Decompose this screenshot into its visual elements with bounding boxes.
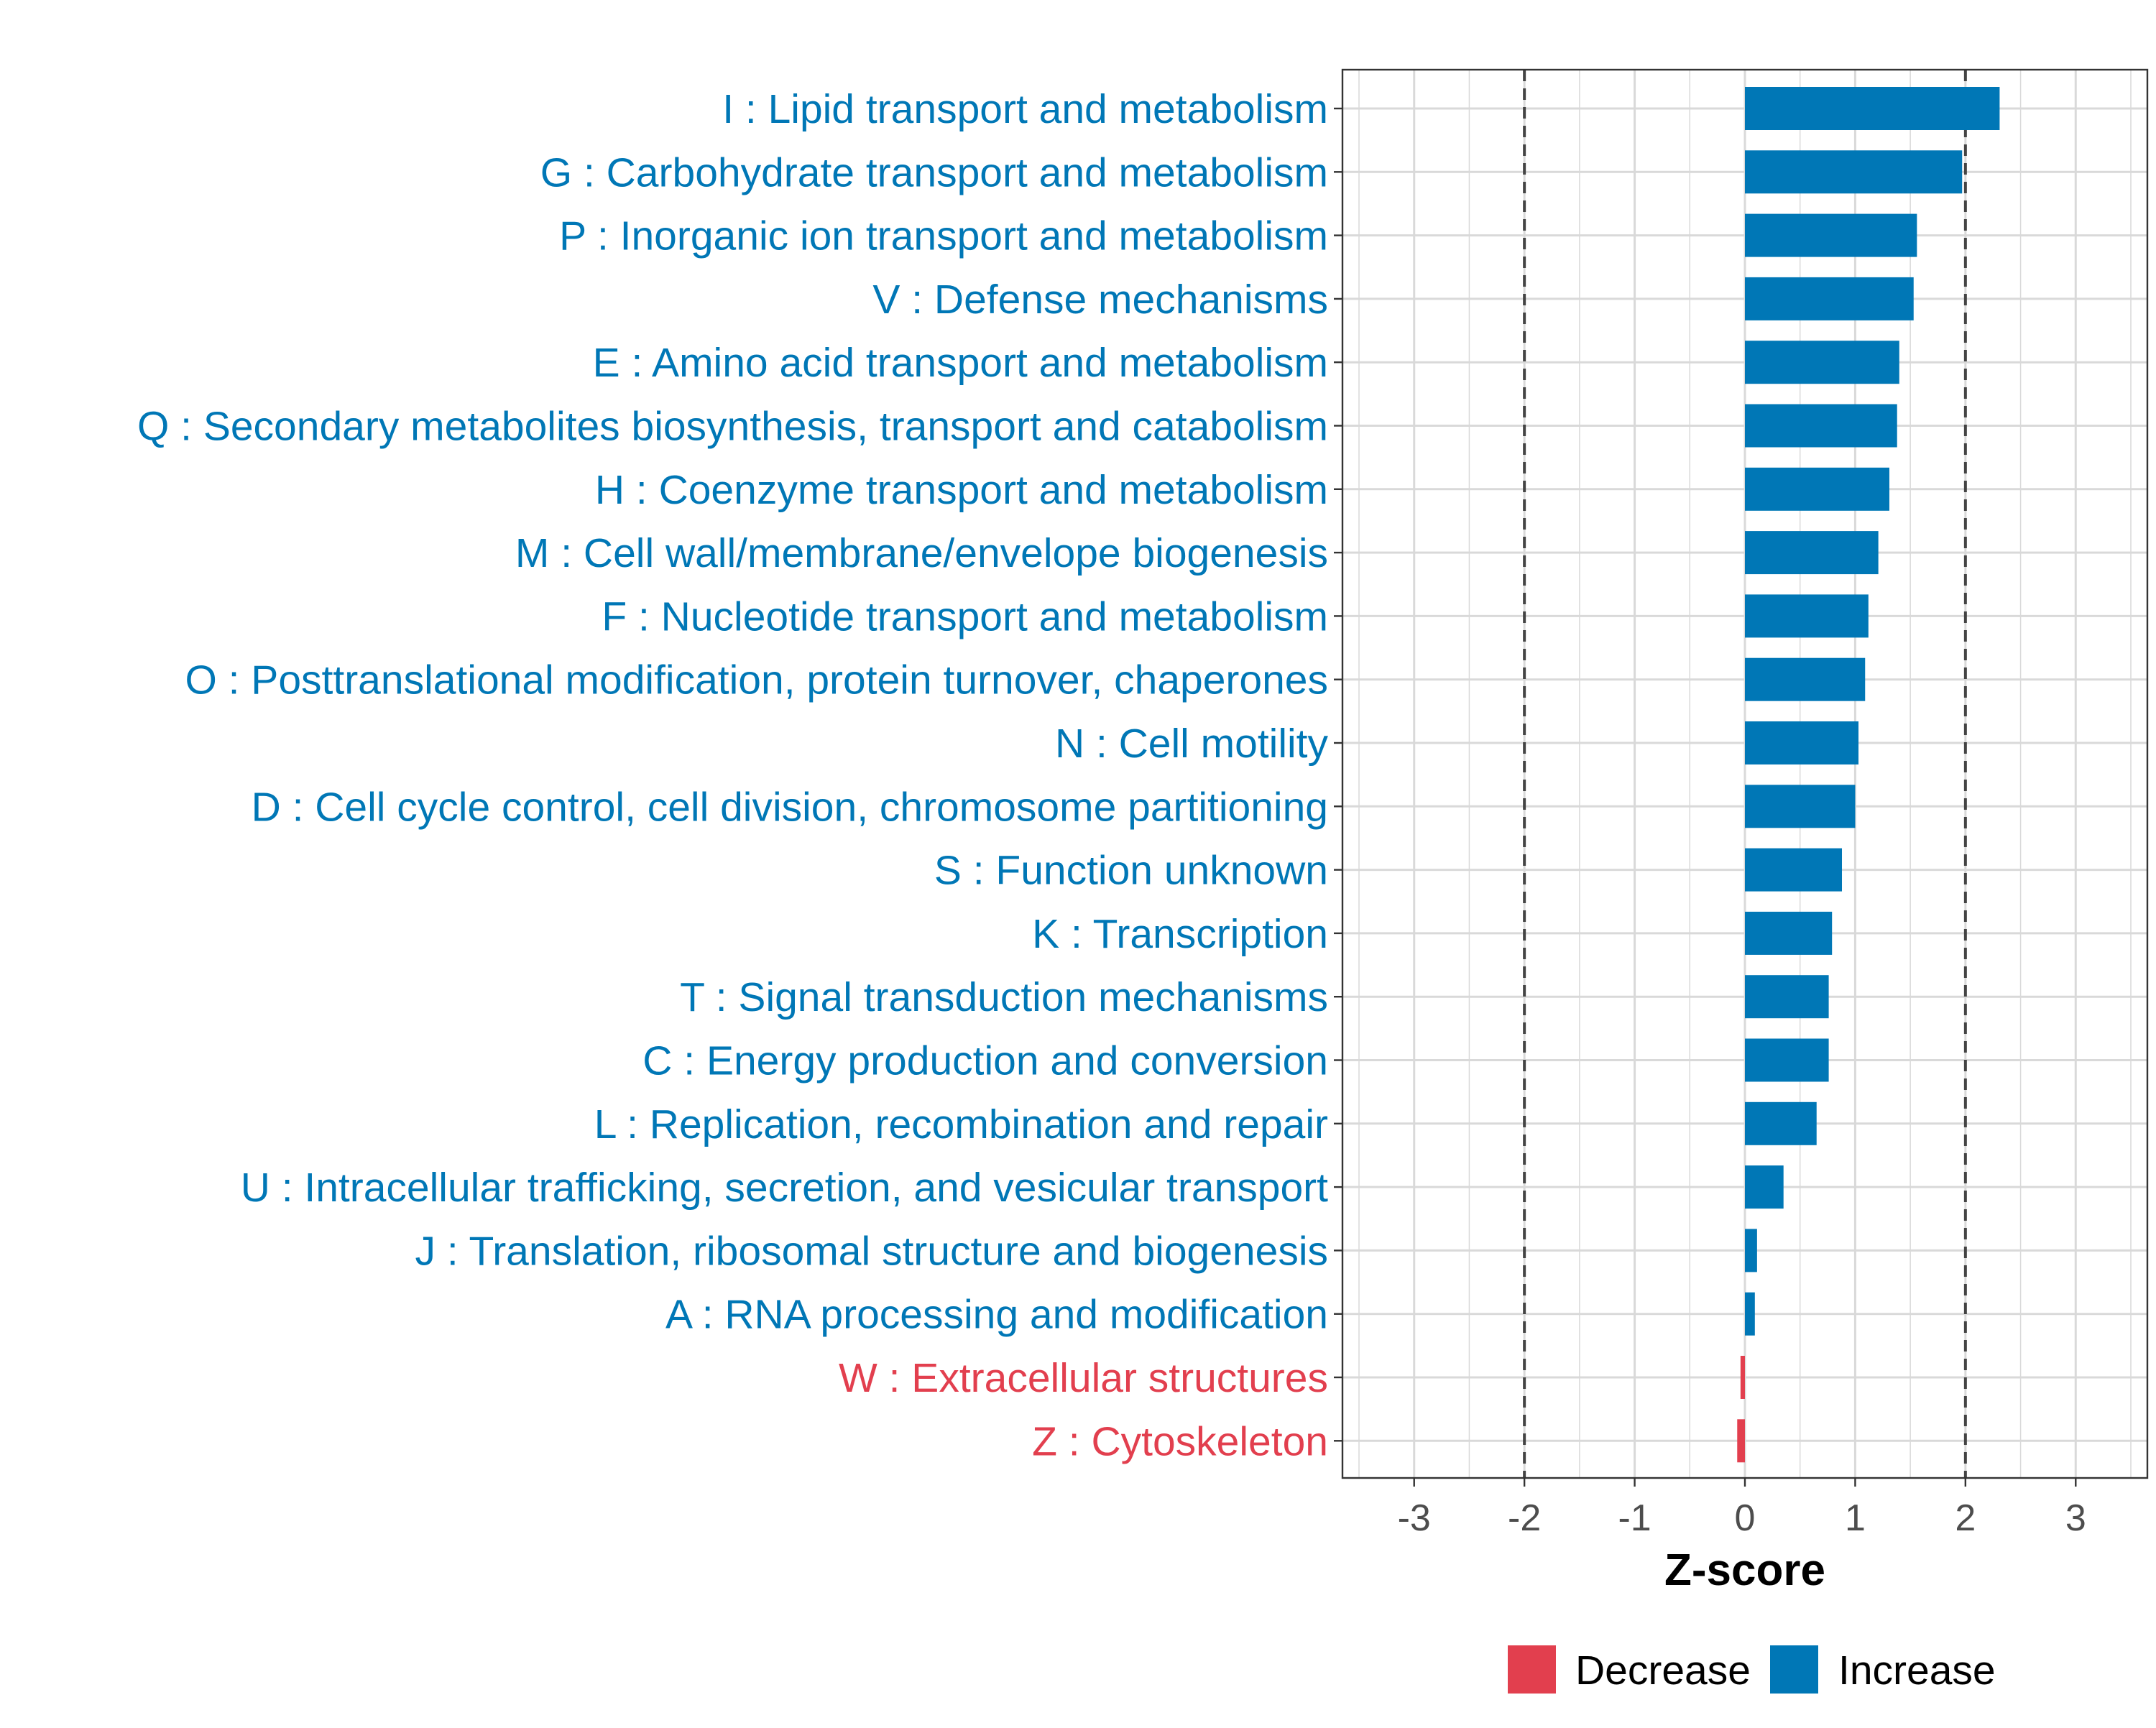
category-label: N : Cell motility <box>1055 721 1329 767</box>
category-label: U : Intracellular trafficking, secretion… <box>241 1165 1328 1211</box>
category-label: F : Nucleotide transport and metabolism <box>602 593 1328 639</box>
bar <box>1745 341 1899 384</box>
category-label: C : Energy production and conversion <box>642 1038 1328 1084</box>
x-tick-label: 1 <box>1845 1497 1866 1539</box>
threshold-lines <box>1523 70 1967 1478</box>
bar <box>1745 213 1917 257</box>
bar <box>1745 785 1856 828</box>
bar <box>1745 721 1859 764</box>
grid <box>1342 70 2147 1478</box>
category-label: D : Cell cycle control, cell division, c… <box>252 784 1328 830</box>
category-label: I : Lipid transport and metabolism <box>722 86 1328 132</box>
x-tick-label: -1 <box>1618 1497 1651 1539</box>
x-tick-label: -3 <box>1398 1497 1431 1539</box>
category-label: L : Replication, recombination and repai… <box>594 1101 1328 1147</box>
bar <box>1745 1038 1829 1082</box>
legend-swatch <box>1508 1645 1556 1694</box>
bar <box>1745 848 1843 892</box>
bar <box>1745 1101 1817 1145</box>
x-tick-label: 0 <box>1735 1497 1756 1539</box>
x-axis: -3 -2 -1 0 1 2 3 <box>1398 1478 2086 1539</box>
bar <box>1745 657 1866 701</box>
category-label: K : Transcription <box>1032 911 1328 957</box>
category-label: T : Signal transduction mechanisms <box>680 974 1328 1020</box>
category-label: P : Inorganic ion transport and metaboli… <box>559 213 1328 259</box>
bar <box>1745 531 1879 575</box>
bar <box>1745 467 1889 511</box>
bar <box>1745 911 1833 955</box>
bar <box>1745 594 1869 638</box>
category-label: G : Carbohydrate transport and metabolis… <box>540 149 1328 195</box>
category-label: V : Defense mechanisms <box>872 277 1328 323</box>
bar <box>1745 150 1963 194</box>
legend-label: Decrease <box>1575 1648 1751 1694</box>
x-tick-label: -2 <box>1508 1497 1541 1539</box>
legend-swatch <box>1770 1645 1818 1694</box>
category-label: S : Function unknown <box>934 848 1328 894</box>
legend: Decrease Increase <box>1508 1645 1996 1694</box>
category-label: Q : Secondary metabolites biosynthesis, … <box>137 404 1328 450</box>
bar <box>1745 1229 1757 1272</box>
bar <box>1745 87 2000 130</box>
bars <box>1737 87 2000 1463</box>
category-label: A : RNA processing and modification <box>665 1292 1328 1338</box>
y-axis: I : Lipid transport and metabolism G : Ca… <box>137 86 1342 1464</box>
bar <box>1745 1292 1755 1336</box>
legend-label: Increase <box>1838 1648 1996 1694</box>
category-label: O : Posttranslational modification, prot… <box>185 657 1328 703</box>
x-tick-label: 3 <box>2065 1497 2086 1539</box>
category-label: M : Cell wall/membrane/envelope biogenes… <box>515 530 1328 576</box>
bar <box>1737 1419 1745 1463</box>
category-label: J : Translation, ribosomal structure and… <box>415 1228 1328 1274</box>
x-axis-title: Z-score <box>1664 1546 1825 1595</box>
bar <box>1745 277 1914 320</box>
bar <box>1740 1356 1745 1399</box>
x-tick-label: 2 <box>1955 1497 1976 1539</box>
category-label: E : Amino acid transport and metabolism <box>593 340 1328 386</box>
bar <box>1745 975 1829 1019</box>
bar <box>1745 404 1897 448</box>
category-label: W : Extracellular structures <box>839 1355 1328 1401</box>
category-label: H : Coenzyme transport and metabolism <box>595 467 1328 513</box>
category-label: Z : Cytoskeleton <box>1032 1418 1328 1464</box>
bar <box>1745 1165 1784 1209</box>
